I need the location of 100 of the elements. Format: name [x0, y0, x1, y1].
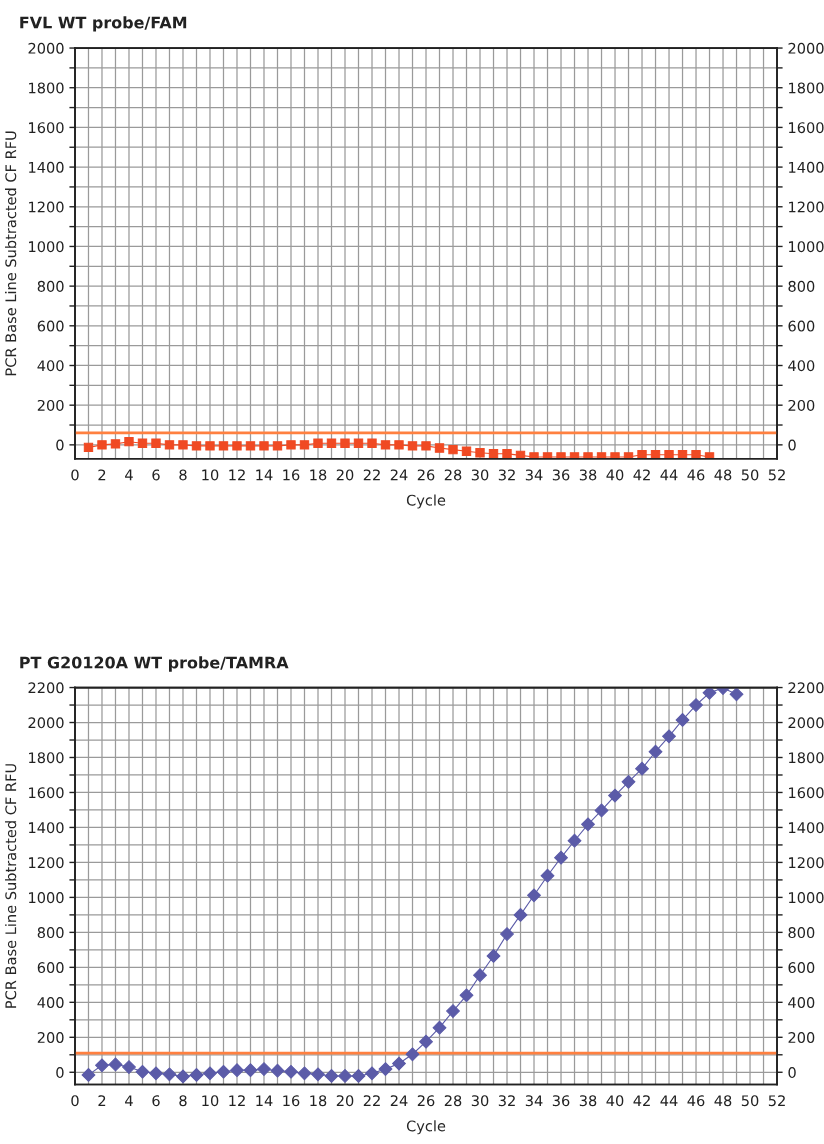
x-tick-label: 10 [202, 469, 219, 481]
y2-tick-label: 800 [788, 280, 815, 292]
point [122, 1060, 136, 1074]
point [135, 1064, 150, 1079]
point [419, 1034, 433, 1049]
y-tick-label: 1800 [29, 752, 64, 764]
x-axis-title: Cycle [406, 494, 446, 509]
y-tick-label: 800 [37, 280, 64, 292]
y2-tick-label: 1200 [789, 201, 824, 213]
point [203, 1066, 217, 1081]
point [365, 1066, 379, 1081]
x-tick-label: 22 [363, 469, 380, 481]
point [581, 817, 595, 832]
point [432, 1020, 447, 1035]
y2-tick-label: 2000 [788, 717, 824, 729]
y2-tick-label: 0 [788, 439, 796, 451]
x-tick-label: 8 [179, 1095, 187, 1107]
x-tick-label: 30 [471, 1095, 489, 1107]
x-tick-label: 28 [444, 469, 462, 481]
x-tick-label: 16 [283, 1095, 300, 1107]
y-tick-label: 0 [56, 1066, 64, 1079]
point [500, 927, 514, 942]
y-tick-label: 0 [56, 439, 64, 451]
point [662, 729, 676, 744]
point [608, 788, 622, 803]
point [284, 1064, 298, 1079]
y2-tick-label: 800 [788, 927, 815, 939]
x-tick-label: 2 [98, 1095, 106, 1107]
y2-tick-label: 1400 [789, 822, 824, 834]
x-tick-label: 12 [229, 469, 245, 481]
point [216, 1064, 231, 1079]
x-tick-label: 20 [336, 469, 354, 481]
x-tick-label: 22 [363, 1095, 380, 1107]
y-axis-title: PCR Base Line Subtracted CF RFU [5, 764, 17, 1008]
y2-tick-label: 400 [788, 997, 815, 1009]
x-tick-label: 14 [256, 1095, 273, 1107]
y2-tick-label: 1600 [789, 787, 824, 799]
x-tick-label: 50 [741, 469, 759, 481]
point [338, 1069, 352, 1083]
point [162, 1067, 177, 1082]
y-tick-label: 2200 [28, 682, 64, 694]
y-tick-label: 200 [37, 399, 64, 411]
point [594, 803, 609, 818]
y2-tick-label: 1000 [789, 892, 824, 904]
point [513, 907, 528, 922]
x-tick-label: 44 [660, 1095, 678, 1107]
x-tick-label: 48 [714, 1095, 732, 1107]
point [351, 1069, 366, 1083]
y2-tick-label: 1800 [789, 752, 824, 764]
x-tick-label: 34 [525, 469, 543, 481]
x-tick-label: 0 [71, 1095, 79, 1107]
x-tick-label: 40 [606, 469, 624, 481]
y2-tick-label: 600 [788, 320, 815, 332]
x-tick-label: 34 [525, 1095, 543, 1107]
x-tick-label: 18 [310, 469, 327, 481]
x-tick-label: 32 [498, 469, 515, 481]
point [527, 888, 541, 903]
point [149, 1066, 163, 1081]
y-tick-label: 1000 [29, 241, 64, 253]
point [176, 1069, 190, 1084]
x-tick-label: 32 [498, 1095, 515, 1107]
x-tick-label: 28 [444, 1095, 462, 1107]
y2-tick-label: 600 [788, 962, 815, 974]
x-tick-label: 24 [390, 469, 408, 481]
x-tick-label: 14 [256, 469, 273, 481]
x-tick-label: 0 [71, 469, 79, 481]
x-tick-label: 2 [98, 469, 106, 481]
x-tick-label: 10 [202, 1095, 219, 1107]
point [621, 774, 636, 789]
point [243, 1063, 258, 1078]
x-tick-label: 40 [606, 1095, 624, 1107]
y-tick-label: 2000 [28, 717, 64, 729]
point [257, 1062, 271, 1077]
y2-tick-label: 400 [788, 360, 815, 372]
x-tick-label: 20 [336, 1095, 354, 1107]
y-axis-title: PCR Base Line Subtracted CF RFU [5, 131, 17, 376]
point [473, 968, 487, 983]
x-tick-label: 6 [152, 469, 160, 481]
x-tick-label: 48 [714, 469, 732, 481]
point [540, 868, 555, 883]
point [446, 1004, 460, 1018]
point [675, 712, 690, 727]
x-tick-label: 18 [310, 1095, 327, 1107]
x-tick-label: 46 [687, 469, 705, 481]
point [378, 1062, 393, 1077]
point [554, 850, 568, 865]
y-tick-label: 400 [37, 997, 64, 1009]
y2-tick-label: 1400 [789, 161, 824, 173]
x-tick-label: 16 [283, 469, 300, 481]
x-tick-label: 24 [390, 1095, 408, 1107]
y2-tick-label: 2000 [788, 42, 824, 54]
point [405, 1047, 420, 1062]
y2-tick-label: 0 [788, 1066, 796, 1079]
point [689, 698, 703, 712]
y-tick-label: 1000 [29, 892, 64, 904]
x-tick-label: 26 [417, 469, 435, 481]
y-tick-label: 200 [37, 1032, 64, 1044]
x-tick-label: 12 [229, 1095, 245, 1107]
y-tick-label: 1400 [29, 822, 64, 834]
y2-tick-label: 1800 [789, 82, 824, 94]
